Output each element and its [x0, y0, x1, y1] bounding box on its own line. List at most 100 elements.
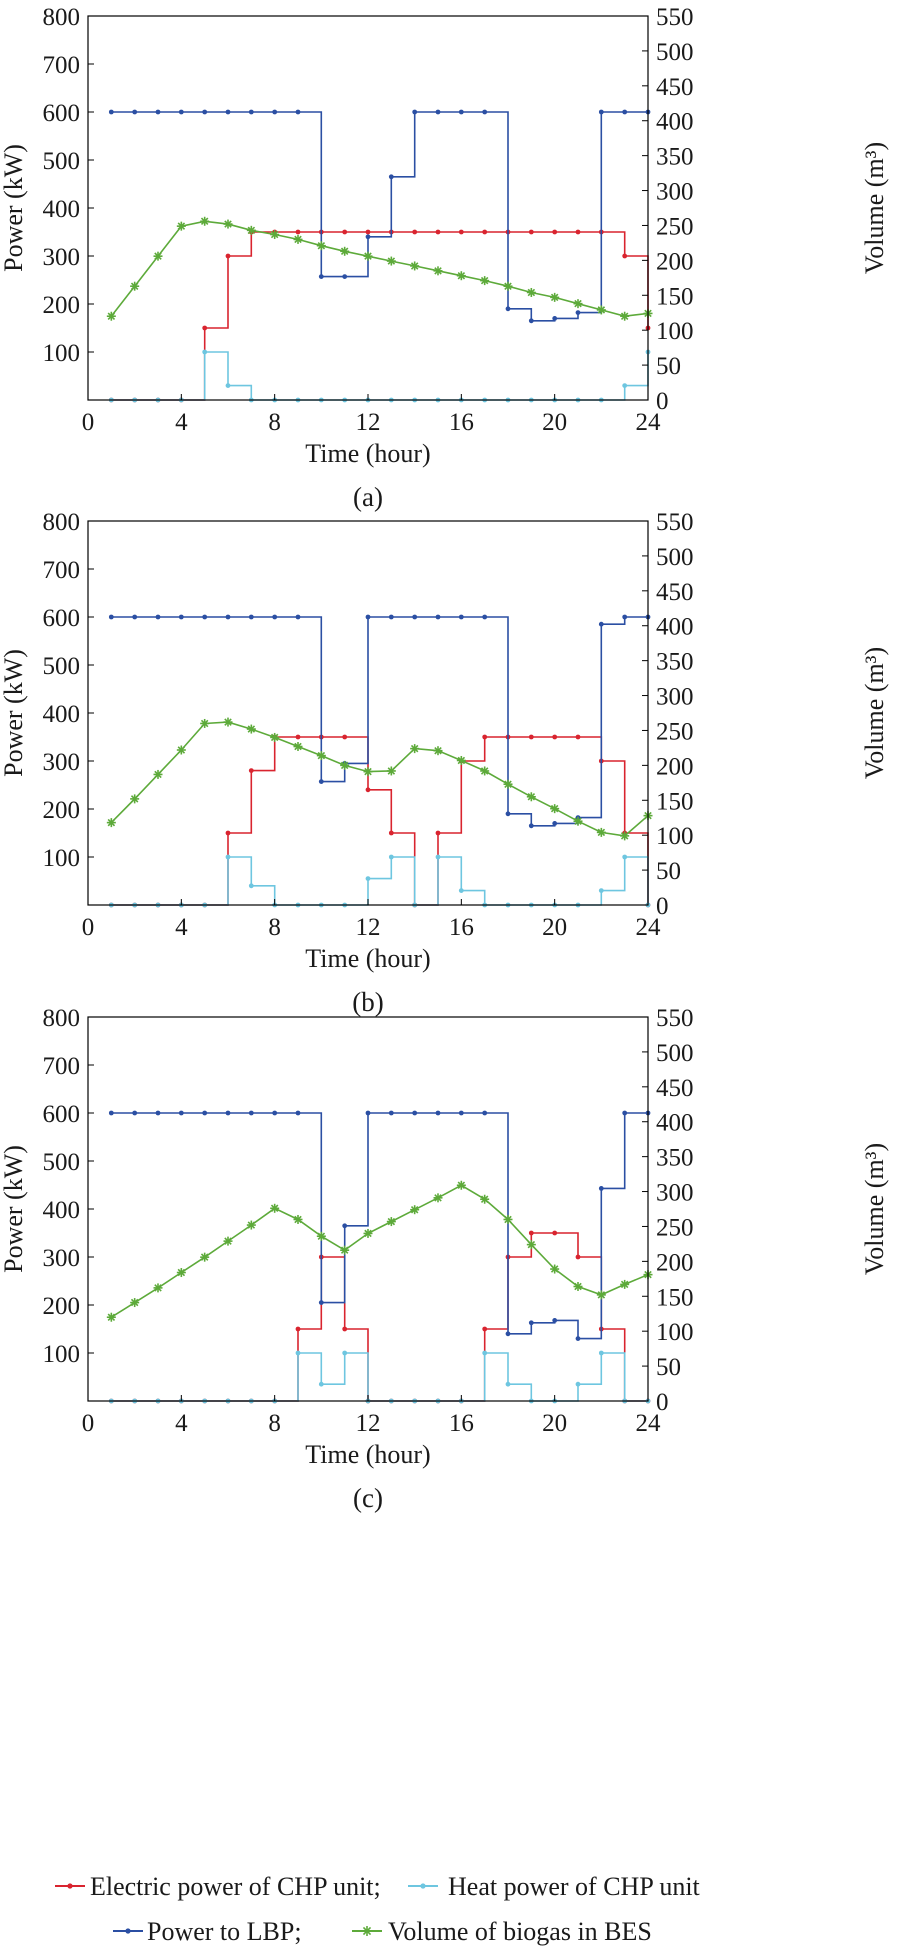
panel-b-y2-tick-label: 400	[656, 614, 694, 641]
panel-a-point-heat-chp-23	[622, 383, 628, 388]
panel-c-point-lbp-13	[388, 1110, 394, 1116]
panel-b-point-lbp-20	[552, 821, 558, 826]
panel-c-point-biogas-21	[573, 1282, 583, 1291]
panel-c-x-tick-label: 8	[268, 1410, 281, 1437]
panel-c-y2-tick-label: 250	[656, 1214, 694, 1241]
panel-b-point-biogas-4	[176, 745, 186, 755]
panel-b-point-biogas-10	[316, 751, 326, 761]
panel-a-x-tick-label: 24	[636, 409, 662, 436]
legend-lbp-marker	[125, 1928, 131, 1934]
panel-a-point-lbp-23	[622, 109, 628, 115]
panel-a-x-tick-label: 0	[82, 409, 95, 436]
panel-a-point-lbp-4	[178, 109, 184, 115]
panel-b-x-tick-label: 12	[356, 914, 381, 941]
panel-a-point-biogas-15	[433, 266, 443, 276]
panel-a-x-axis-label: Time (hour)	[305, 439, 430, 468]
panel-b-x-axis-label: Time (hour)	[305, 944, 430, 973]
panel-a-point-lbp-19	[528, 318, 534, 324]
panel-b-x-tick-label: 8	[268, 914, 281, 941]
panel-b-point-biogas-17	[480, 766, 490, 776]
panel-c-point-biogas-16	[456, 1180, 466, 1190]
panel-c-point-lbp-10	[318, 1300, 324, 1305]
panel-c-point-lbp-12	[365, 1110, 371, 1116]
panel-a-y2-tick-label: 150	[656, 283, 694, 310]
panel-b-series-heat-chp	[111, 856, 649, 906]
panel-b-point-electric-chp-21	[575, 734, 581, 740]
panel-c-y-tick-label: 600	[43, 1101, 81, 1128]
panel-a-point-lbp-22	[598, 109, 604, 115]
panel-a-point-biogas-23	[620, 311, 630, 321]
panel-a-y-tick-label: 600	[43, 100, 81, 127]
panel-a-point-biogas-17	[480, 276, 490, 286]
panel-a-point-lbp-16	[458, 109, 464, 115]
panel-c-point-electric-chp-11	[342, 1326, 348, 1332]
panel-a-point-electric-chp-15	[435, 229, 441, 235]
panel-b-point-heat-chp-12	[365, 876, 371, 881]
panel-b-y2-tick-label: 150	[656, 788, 694, 815]
panel-b-series-electric-chp	[111, 736, 649, 906]
panel-c-x-axis-label: Time (hour)	[305, 1440, 430, 1469]
panel-a-point-electric-chp-17	[482, 229, 488, 235]
panel-a-point-lbp-21	[575, 310, 581, 315]
panel-a-y2-tick-label: 0	[656, 388, 669, 415]
panel-a-point-electric-chp-11	[342, 229, 348, 235]
panel-c-point-electric-chp-19	[528, 1230, 534, 1236]
panel-c-point-biogas-6	[223, 1236, 233, 1246]
panel-c-point-biogas-22	[596, 1290, 606, 1300]
panel-a-point-electric-chp-20	[552, 229, 558, 235]
legend: Electric power of CHP unit; Heat power o…	[55, 1872, 701, 1946]
panel-c-point-biogas-1	[106, 1312, 116, 1322]
panel-c-caption: (c)	[353, 1483, 383, 1513]
panel-b-x-tick-label: 0	[82, 914, 95, 941]
panel-b-y2-tick-label: 350	[656, 649, 694, 676]
panel-c-y-tick-label: 700	[43, 1053, 81, 1080]
panel-c-point-biogas-2	[130, 1298, 140, 1308]
panel-a-point-biogas-10	[316, 241, 326, 251]
panel-b-point-biogas-19	[526, 792, 536, 802]
panel-b-y-tick-label: 700	[43, 557, 81, 584]
panel-b-point-lbp-14	[412, 614, 418, 620]
panel-b-point-lbp-22	[598, 621, 604, 627]
panel-a-point-electric-chp-16	[458, 229, 464, 235]
panel-c-point-biogas-11	[340, 1245, 350, 1255]
panel-b-series-biogas	[110, 721, 649, 837]
panel-b-point-lbp-8	[272, 614, 278, 620]
panel-b-point-lbp-23	[622, 614, 628, 620]
panel-a: 0 4 8 12 16 20 24 100 200 300 400 500 600 700 800 0 50 10…	[0, 4, 889, 512]
legend-lbp-label: Power to LBP;	[147, 1917, 302, 1946]
panel-a-point-lbp-1	[108, 109, 114, 115]
panel-c-point-biogas-18	[503, 1214, 513, 1224]
panel-c-point-biogas-4	[176, 1268, 186, 1278]
panel-a-point-biogas-1	[106, 311, 116, 321]
panel-b-y2-tick-label: 0	[656, 893, 669, 920]
panel-c-point-lbp-9	[295, 1110, 301, 1116]
legend-heat-chp-label: Heat power of CHP unit	[448, 1872, 701, 1901]
panel-b-point-heat-chp-7	[248, 883, 254, 889]
panel-b-series-lbp	[111, 616, 648, 827]
panel-b-point-lbp-10	[318, 779, 324, 784]
panel-c: 0 4 8 12 16 20 24 100 200 300 400 500 600 700 800 0 50 10…	[0, 1005, 889, 1513]
panel-b-point-lbp-3	[155, 614, 161, 620]
panel-c-y2-tick-label: 100	[656, 1319, 694, 1346]
panel-c-point-lbp-5	[202, 1110, 208, 1116]
panel-a-series-heat-chp	[111, 351, 649, 401]
panel-b-y-axis-label: Power (kW)	[0, 649, 28, 777]
panel-b-point-electric-chp-7	[248, 768, 254, 773]
panel-b-point-electric-chp-15	[435, 830, 441, 836]
panel-b-point-biogas-21	[573, 816, 583, 826]
panel-c-y-tick-label: 800	[43, 1005, 81, 1032]
panel-b-point-heat-chp-16	[458, 888, 464, 893]
panel-c-point-heat-chp-22	[598, 1350, 604, 1356]
panel-a-point-electric-chp-5	[202, 325, 208, 331]
panel-a-point-electric-chp-6	[225, 253, 231, 259]
panel-a-y-tick-label: 400	[43, 196, 81, 223]
panel-b-point-biogas-9	[293, 742, 303, 752]
panel-a-y2-tick-label: 350	[656, 144, 694, 171]
panel-c-x-tick-label: 20	[542, 1410, 567, 1437]
panel-c-point-electric-chp-20	[552, 1230, 558, 1236]
panel-a-point-lbp-6	[225, 109, 231, 115]
panel-b-y-tick-label: 800	[43, 509, 81, 536]
panel-b-point-electric-chp-6	[225, 830, 231, 836]
panel-c-point-lbp-11	[342, 1223, 348, 1229]
panel-c-point-lbp-1	[108, 1110, 114, 1116]
